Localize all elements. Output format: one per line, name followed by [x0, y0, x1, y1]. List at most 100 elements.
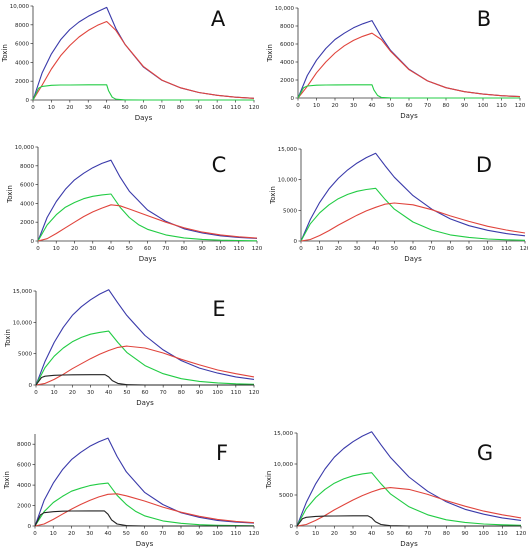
x-tick-label: 110: [230, 105, 241, 111]
panel-label: B: [477, 7, 491, 31]
x-tick-label: 20: [335, 246, 342, 252]
x-tick-label: 40: [369, 103, 376, 109]
x-tick-label: 100: [212, 390, 223, 396]
y-tick-label: 8000: [17, 442, 31, 448]
x-tick-label: 100: [482, 246, 493, 252]
series-line-1: [34, 437, 255, 527]
y-tick-label: 0: [29, 383, 33, 389]
y-tick-label: 6000: [15, 42, 29, 48]
x-tick-label: 30: [86, 531, 93, 537]
x-tick-label: 0: [36, 246, 40, 252]
x-tick-label: 20: [66, 105, 73, 111]
x-tick-label: 50: [123, 390, 130, 396]
y-tick-label: 4000: [15, 60, 29, 66]
y-tick-label: 8000: [15, 23, 29, 29]
series-line-2: [34, 482, 255, 527]
series-line-2: [37, 193, 258, 242]
y-tick-label: 15,000: [274, 431, 294, 437]
series-line-1: [37, 159, 258, 242]
series-line-3: [32, 84, 254, 101]
x-tick-label: 60: [410, 246, 417, 252]
chart-panel-e: 0 10 20 30 40 50 60 70 80 90 100 110 120 0 5000 10,000 1…: [4, 289, 260, 407]
x-tick-label: 50: [391, 246, 398, 252]
y-tick-label: 2000: [280, 78, 294, 84]
x-tick-label: 60: [142, 390, 149, 396]
y-axis-title: Toxin: [1, 44, 9, 63]
y-tick-label: 5000: [283, 208, 297, 214]
y-tick-label: 15,000: [13, 289, 33, 295]
y-tick-label: 10,000: [15, 145, 35, 151]
x-tick-label: 10: [51, 390, 58, 396]
chart-panel-b: 0 10 20 30 40 50 60 70 80 90 100 110 120 0 2000 4000 600…: [266, 6, 526, 120]
x-tick-label: 0: [33, 531, 37, 537]
y-tick-label: 0: [28, 524, 32, 530]
x-tick-label: 50: [122, 105, 129, 111]
series-line-2: [32, 20, 255, 101]
x-tick-label: 30: [354, 246, 361, 252]
x-tick-label: 80: [443, 103, 450, 109]
x-tick-label: 10: [48, 105, 55, 111]
x-tick-label: 40: [105, 531, 112, 537]
x-tick-label: 10: [312, 531, 319, 537]
x-tick-label: 60: [406, 531, 413, 537]
chart-panel-a: 0 10 20 30 40 50 60 70 80 90 100 110 120 0 2000 4000 600…: [1, 4, 260, 122]
x-tick-label: 70: [160, 390, 167, 396]
x-tick-label: 100: [212, 105, 223, 111]
chart-panel-d: 0 10 20 30 40 50 60 70 80 90 100 110 120 0 5000 10,000 1…: [269, 147, 528, 263]
x-tick-label: 120: [520, 246, 528, 252]
x-tick-label: 10: [50, 531, 57, 537]
y-axis-title: Toxin: [3, 471, 11, 490]
y-tick-label: 0: [290, 524, 294, 530]
x-tick-label: 60: [140, 105, 147, 111]
x-tick-label: 70: [428, 246, 435, 252]
x-tick-label: 90: [199, 246, 206, 252]
series-line-2: [297, 32, 521, 99]
x-tick-label: 0: [31, 105, 35, 111]
x-tick-label: 50: [387, 531, 394, 537]
x-tick-label: 70: [158, 105, 165, 111]
x-tick-label: 10: [316, 246, 323, 252]
y-tick-label: 10,000: [274, 462, 294, 468]
x-tick-label: 120: [249, 531, 260, 537]
y-axis-title: Toxin: [266, 44, 274, 63]
x-tick-label: 120: [249, 390, 260, 396]
x-tick-label: 0: [295, 531, 299, 537]
x-tick-label: 120: [249, 105, 260, 111]
x-tick-label: 90: [461, 103, 468, 109]
x-axis-title: Days: [400, 112, 418, 120]
x-tick-label: 80: [447, 246, 454, 252]
series-line-2: [35, 330, 255, 386]
x-tick-label: 120: [516, 531, 527, 537]
x-tick-label: 60: [141, 531, 148, 537]
y-tick-label: 2000: [20, 220, 34, 226]
panel-label: G: [477, 441, 493, 465]
x-tick-label: 40: [372, 246, 379, 252]
y-tick-label: 8000: [280, 24, 294, 30]
series-line-1: [296, 431, 522, 527]
x-tick-label: 60: [144, 246, 151, 252]
x-axis-title: Days: [139, 255, 157, 263]
y-tick-label: 0: [26, 98, 30, 104]
x-tick-label: 100: [478, 103, 489, 109]
y-tick-label: 10,000: [275, 6, 295, 12]
series-line-3: [300, 202, 526, 242]
x-axis-title: Days: [404, 255, 422, 263]
y-axis-title: Toxin: [269, 186, 277, 205]
x-tick-label: 70: [162, 246, 169, 252]
x-tick-label: 110: [497, 531, 508, 537]
y-tick-label: 10,000: [278, 178, 298, 184]
x-tick-label: 50: [123, 531, 130, 537]
x-tick-label: 90: [462, 531, 469, 537]
x-tick-label: 20: [332, 103, 339, 109]
y-tick-label: 10,000: [13, 320, 33, 326]
y-tick-label: 8000: [20, 164, 34, 170]
x-axis-title: Days: [400, 540, 418, 548]
x-tick-label: 80: [178, 531, 185, 537]
y-axis-title: Toxin: [265, 471, 273, 490]
panel-label: D: [476, 153, 492, 177]
x-tick-label: 70: [159, 531, 166, 537]
x-tick-label: 80: [443, 531, 450, 537]
series-line-3: [34, 493, 255, 527]
x-tick-label: 110: [231, 531, 242, 537]
series-line-3: [297, 84, 520, 99]
